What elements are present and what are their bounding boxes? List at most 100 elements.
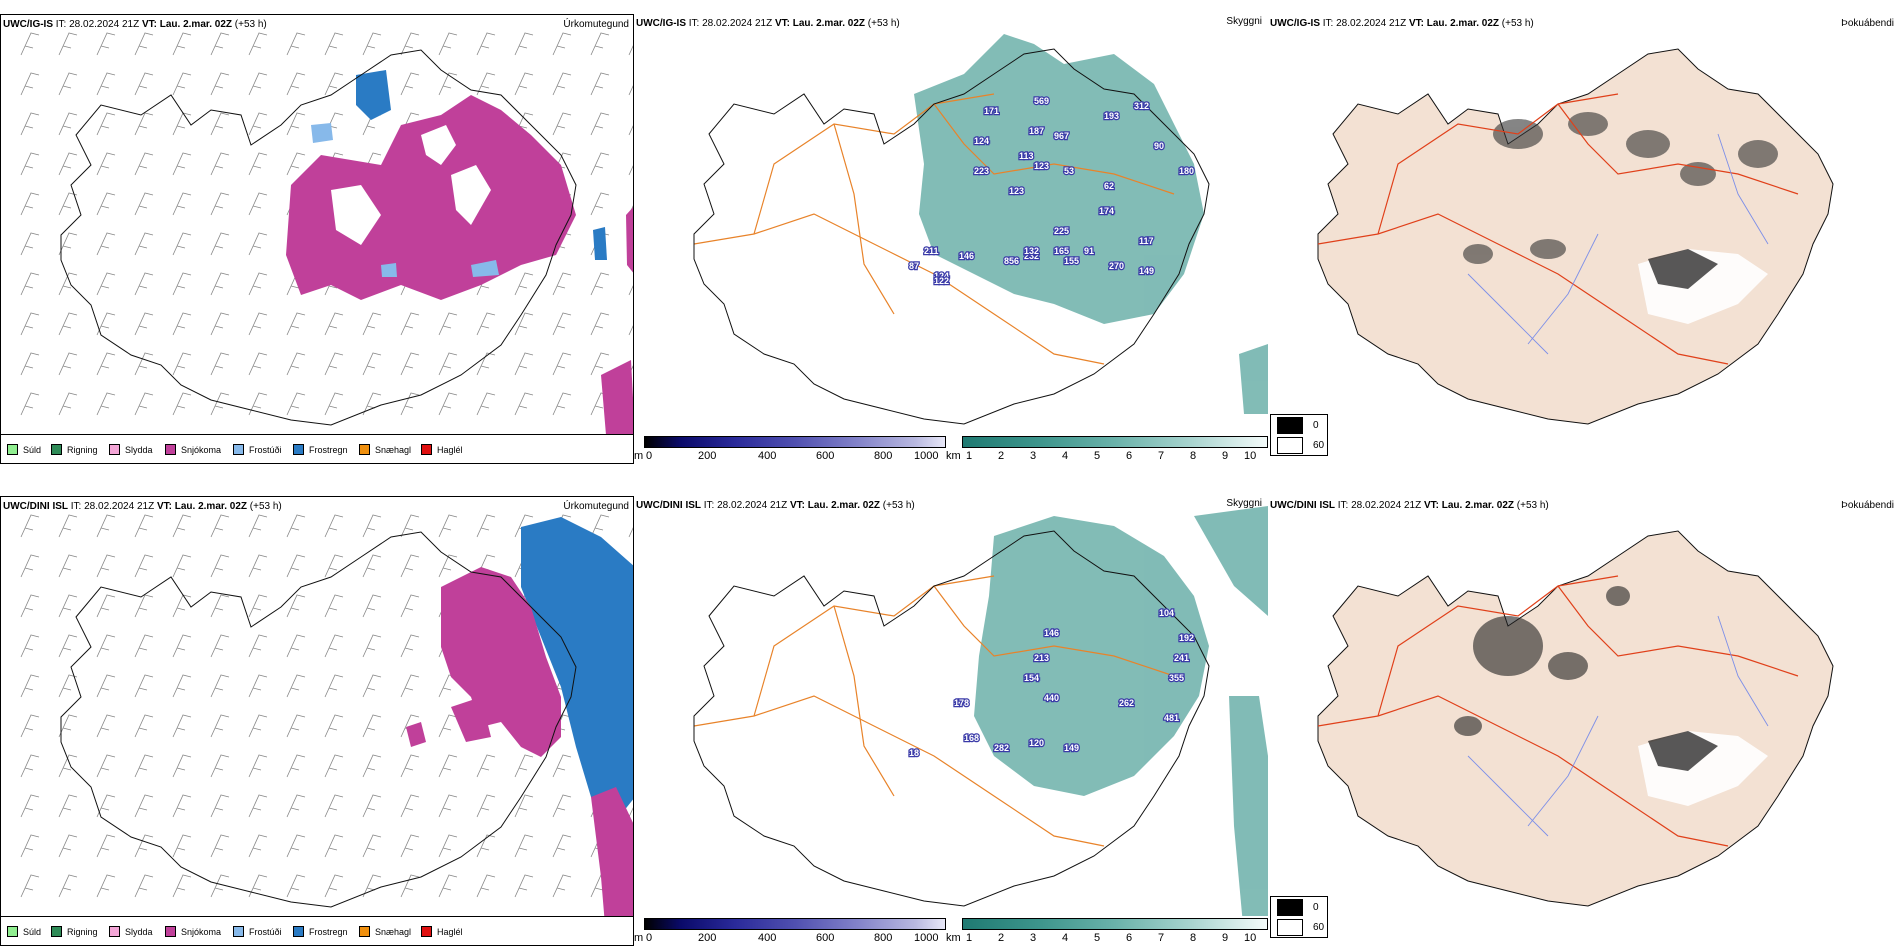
wind-barb xyxy=(514,392,534,416)
legend-swatch xyxy=(51,926,62,937)
colorbar-tick: 0 xyxy=(646,450,653,462)
wind-barb xyxy=(248,594,268,618)
wind-barb xyxy=(172,152,192,176)
wind-barb xyxy=(20,794,40,818)
wind-barb xyxy=(438,312,458,336)
snow-area xyxy=(286,95,633,435)
wind-barb xyxy=(134,192,154,216)
ceiling-label: 146 xyxy=(1044,628,1059,638)
colorbar-tick: 1000 xyxy=(914,932,939,944)
legend-swatch xyxy=(1277,436,1303,454)
wind-barb xyxy=(172,834,192,858)
wind-barb xyxy=(628,807,633,818)
legend-swatch xyxy=(165,444,176,455)
wind-barb xyxy=(362,312,382,336)
wind-barb xyxy=(628,527,633,538)
wind-barb xyxy=(96,392,116,416)
legend-swatch xyxy=(1277,918,1303,936)
ceiling-label: 124 xyxy=(974,136,989,146)
wind-barb xyxy=(210,152,230,176)
legend-item: Frostregn xyxy=(293,444,348,455)
wind-barb xyxy=(248,192,268,216)
colorbar-tick: 1000 xyxy=(914,450,939,462)
wind-barb xyxy=(58,72,78,96)
ceiling-label: 62 xyxy=(1104,181,1114,191)
wind-barb xyxy=(362,674,382,698)
colorbar-tick: 600 xyxy=(816,450,835,462)
wind-barb xyxy=(552,794,572,818)
ceiling-label: 154 xyxy=(1024,673,1039,683)
legend-item: Slydda xyxy=(109,444,153,455)
legend-swatch xyxy=(421,926,432,937)
wind-barb xyxy=(96,112,116,136)
wind-barb xyxy=(476,312,496,336)
wind-barb xyxy=(172,714,192,738)
wind-barb xyxy=(248,32,268,56)
panel-header: UWC/DINI ISL IT: 28.02.2024 21Z VT: Lau.… xyxy=(3,501,282,512)
wind-barb xyxy=(172,72,192,96)
ceiling-colorbar-strip xyxy=(644,918,946,930)
wind-barb xyxy=(134,112,154,136)
legend-swatch xyxy=(233,444,244,455)
wind-barb xyxy=(286,72,306,96)
wind-barb xyxy=(476,834,496,858)
wind-barb xyxy=(514,312,534,336)
low-cloud-area xyxy=(914,34,1268,414)
wind-barb xyxy=(248,874,268,898)
ceiling-label: 155 xyxy=(1064,256,1079,266)
wind-barb xyxy=(286,514,306,538)
ceiling-label: 174 xyxy=(1099,206,1114,216)
precip-type-panel-row1: UWC/IG-IS IT: 28.02.2024 21Z VT: Lau. 2.… xyxy=(0,14,634,464)
wind-barb xyxy=(58,352,78,376)
wind-barb xyxy=(248,152,268,176)
wind-barb xyxy=(134,634,154,658)
colorbar-tick: 3 xyxy=(1030,932,1037,944)
ceiling-label: 120 xyxy=(1029,738,1044,748)
wind-barb xyxy=(514,794,534,818)
wind-barb xyxy=(286,392,306,416)
rivers xyxy=(1467,615,1769,837)
legend-item: Súld xyxy=(7,444,41,455)
wind-barb xyxy=(96,312,116,336)
wind-barb xyxy=(514,874,534,898)
wind-barb xyxy=(96,192,116,216)
freezing-rain-area xyxy=(356,70,607,260)
wind-barb xyxy=(58,152,78,176)
wind-barb xyxy=(20,32,40,56)
wind-barb xyxy=(172,794,192,818)
fog-patches xyxy=(1463,112,1778,264)
wind-barb xyxy=(96,232,116,256)
wind-barb xyxy=(362,32,382,56)
ceiling-label: 171 xyxy=(984,106,999,116)
panel-title: Úrkomutegund xyxy=(563,19,629,30)
wind-barb xyxy=(20,594,40,618)
panel-title: Úrkomutegund xyxy=(563,501,629,512)
ceiling-label: 232 xyxy=(1024,251,1039,261)
colorbar-tick: 2 xyxy=(998,932,1005,944)
legend-swatch xyxy=(1277,416,1303,434)
wind-barb xyxy=(248,72,268,96)
legend-item: Frostregn xyxy=(293,926,348,937)
wind-barb xyxy=(438,754,458,778)
wind-barb xyxy=(172,392,192,416)
wind-barb xyxy=(286,32,306,56)
wind-barb xyxy=(134,834,154,858)
ceiling-label: 569 xyxy=(1034,96,1049,106)
wind-barb xyxy=(96,874,116,898)
wind-barb xyxy=(400,392,420,416)
freezing-drizzle-area xyxy=(311,123,499,277)
wind-barb xyxy=(286,152,306,176)
wind-barb xyxy=(552,874,572,898)
wind-barb xyxy=(172,112,192,136)
ceiling-label: 113 xyxy=(1019,151,1034,161)
wind-barb xyxy=(210,554,230,578)
iceland-outline xyxy=(60,49,577,426)
legend-item: Rigning xyxy=(51,926,98,937)
wind-barb xyxy=(172,674,192,698)
wind-barb xyxy=(20,634,40,658)
colorbar-unit: m xyxy=(634,450,644,462)
wind-barb xyxy=(134,594,154,618)
colorbar-tick: 200 xyxy=(698,450,717,462)
panel-header: UWC/IG-IS IT: 28.02.2024 21Z VT: Lau. 2.… xyxy=(3,19,267,30)
wind-barb xyxy=(362,352,382,376)
